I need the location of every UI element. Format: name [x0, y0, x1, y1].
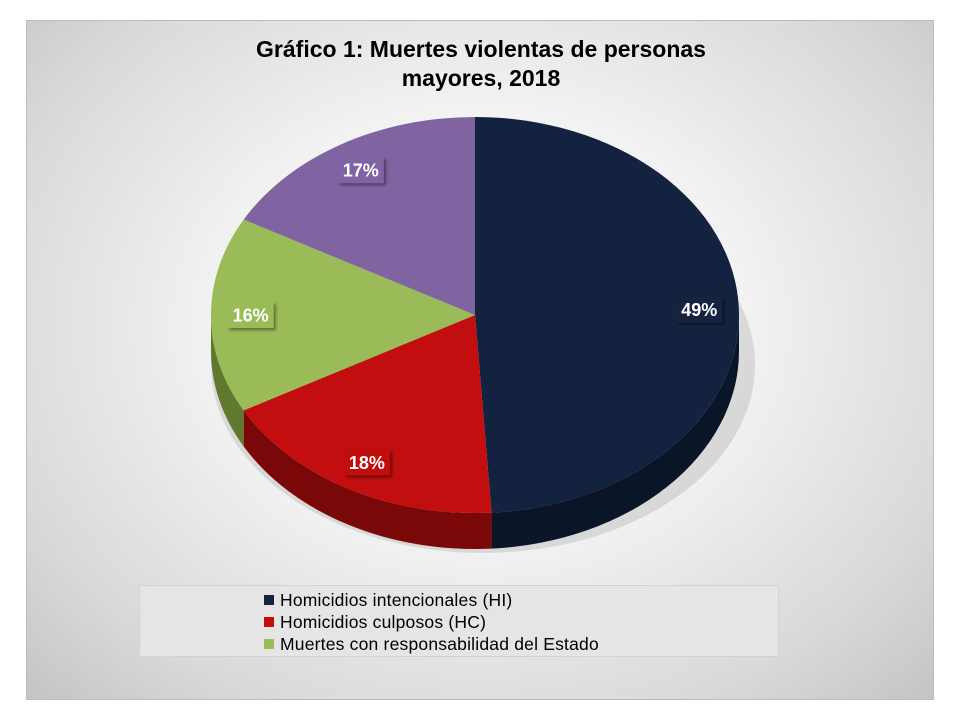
legend-label-hi: Homicidios intencionales (HI) — [280, 589, 513, 610]
legend-swatch-hi — [264, 595, 274, 605]
pie-side-estado — [211, 315, 244, 447]
data-label-estado: 16% — [227, 302, 274, 328]
data-label-text-estado: 16% — [233, 306, 269, 326]
legend-label-estado: Muertes con responsabilidad del Estado — [280, 633, 599, 654]
legend-item-hi: Homicidios intencionales (HI) — [264, 589, 778, 611]
legend-swatch-estado — [264, 639, 274, 649]
legend-item-hc: Homicidios culposos (HC) — [264, 611, 778, 633]
legend-swatch-hc — [264, 617, 274, 627]
pie-side-hi — [491, 315, 739, 549]
pie-side-hc — [243, 410, 492, 549]
data-label-hc: 18% — [343, 449, 390, 476]
pie-slice-estado — [211, 219, 475, 411]
data-label-text-hc: 18% — [349, 453, 385, 473]
legend-label-hc: Homicidios culposos (HC) — [280, 611, 487, 632]
pie-slice-otros — [243, 117, 475, 315]
data-label-hi: 49% — [676, 296, 723, 323]
pie-slice-hi — [475, 117, 739, 513]
data-label-otros: 17% — [337, 157, 384, 184]
chart-title: Gráfico 1: Muertes violentas de personas… — [27, 35, 935, 93]
data-label-text-otros: 17% — [343, 161, 379, 181]
pie-chart: 49% 18% 16% 17% — [211, 117, 755, 553]
chart-area: Gráfico 1: Muertes violentas de personas… — [26, 20, 934, 700]
data-label-text-hi: 49% — [681, 300, 717, 320]
chart-title-line-2: mayores, 2018 — [401, 65, 561, 91]
chart-title-line-1: Gráfico 1: Muertes violentas de personas — [256, 36, 706, 62]
pie-slice-hc — [243, 315, 492, 513]
chart-legend: Homicidios intencionales (HI) Homicidios… — [139, 585, 779, 657]
legend-item-estado: Muertes con responsabilidad del Estado — [264, 633, 778, 655]
